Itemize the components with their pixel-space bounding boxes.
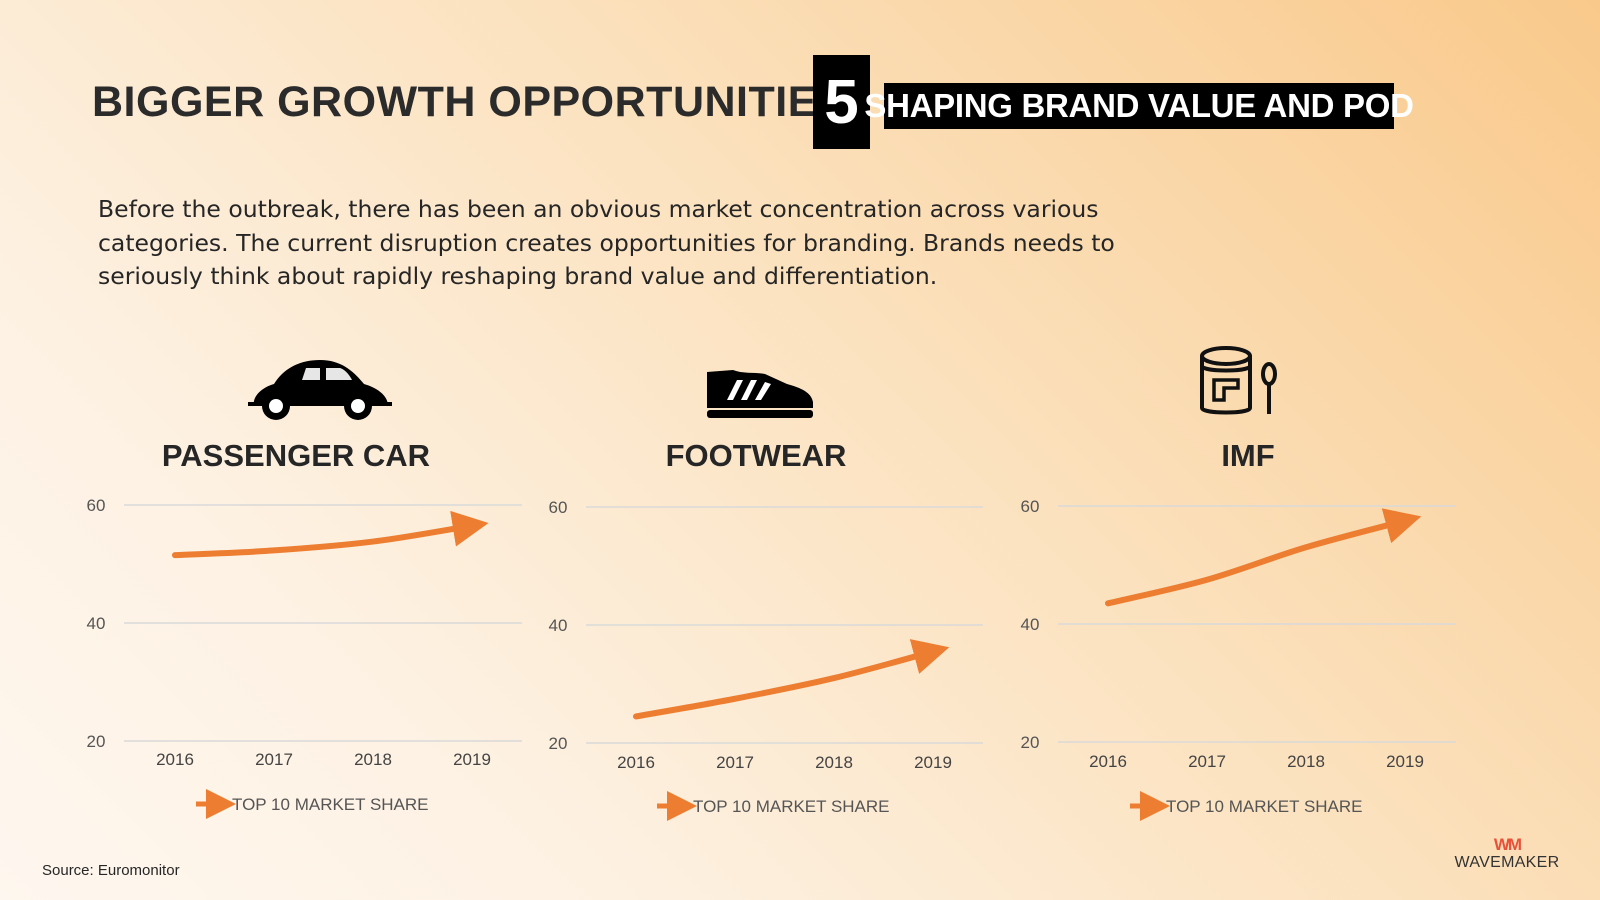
x-tick-label: 2018 <box>354 750 392 769</box>
x-tick-label: 2016 <box>1089 752 1127 771</box>
series-line <box>633 639 950 720</box>
section-number: 5 <box>813 55 870 149</box>
x-tick-label: 2017 <box>1188 752 1226 771</box>
panel-title-car: PASSENGER CAR <box>161 438 431 473</box>
y-tick-label: 60 <box>1021 497 1040 516</box>
legend-label: TOP 10 MARKET SHARE <box>232 795 429 814</box>
logo-text: WAVEMAKER <box>1454 854 1560 871</box>
x-tick-label: 2019 <box>914 753 952 772</box>
x-tick-label: 2018 <box>1287 752 1325 771</box>
x-tick-label: 2017 <box>716 753 754 772</box>
car-icon <box>248 360 392 420</box>
y-tick-label: 20 <box>87 732 106 751</box>
page-title: BIGGER GROWTH OPPORTUNITIES <box>92 78 847 126</box>
section-banner: SHAPING BRAND VALUE AND POD <box>864 83 1414 129</box>
y-tick-label: 60 <box>549 498 568 517</box>
x-tick-label: 2019 <box>1386 752 1424 771</box>
source-note: Source: Euromonitor <box>42 862 180 879</box>
x-tick-label: 2019 <box>453 750 491 769</box>
x-tick-label: 2018 <box>815 753 853 772</box>
y-tick-label: 40 <box>1021 615 1040 634</box>
series-line <box>1105 508 1422 607</box>
legend-label: TOP 10 MARKET SHARE <box>693 797 890 816</box>
panel-title-imf: IMF <box>1221 438 1275 473</box>
y-tick-label: 40 <box>549 616 568 635</box>
y-tick-label: 20 <box>549 734 568 753</box>
intro-paragraph: Before the outbreak, there has been an o… <box>98 195 1115 290</box>
formula-can-icon <box>1200 346 1277 415</box>
legend-label: TOP 10 MARKET SHARE <box>1166 797 1363 816</box>
x-tick-label: 2017 <box>255 750 293 769</box>
y-tick-label: 20 <box>1021 733 1040 752</box>
y-tick-label: 40 <box>87 614 106 633</box>
sneaker-icon <box>707 370 813 418</box>
x-tick-label: 2016 <box>156 750 194 769</box>
panel-title-footwear: FOOTWEAR <box>665 438 847 473</box>
y-tick-label: 60 <box>87 496 106 515</box>
wavemaker-logo: WM WAVEMAKER <box>1442 836 1572 872</box>
series-line <box>172 510 489 559</box>
logo-mark: WM <box>1493 835 1522 854</box>
x-tick-label: 2016 <box>617 753 655 772</box>
